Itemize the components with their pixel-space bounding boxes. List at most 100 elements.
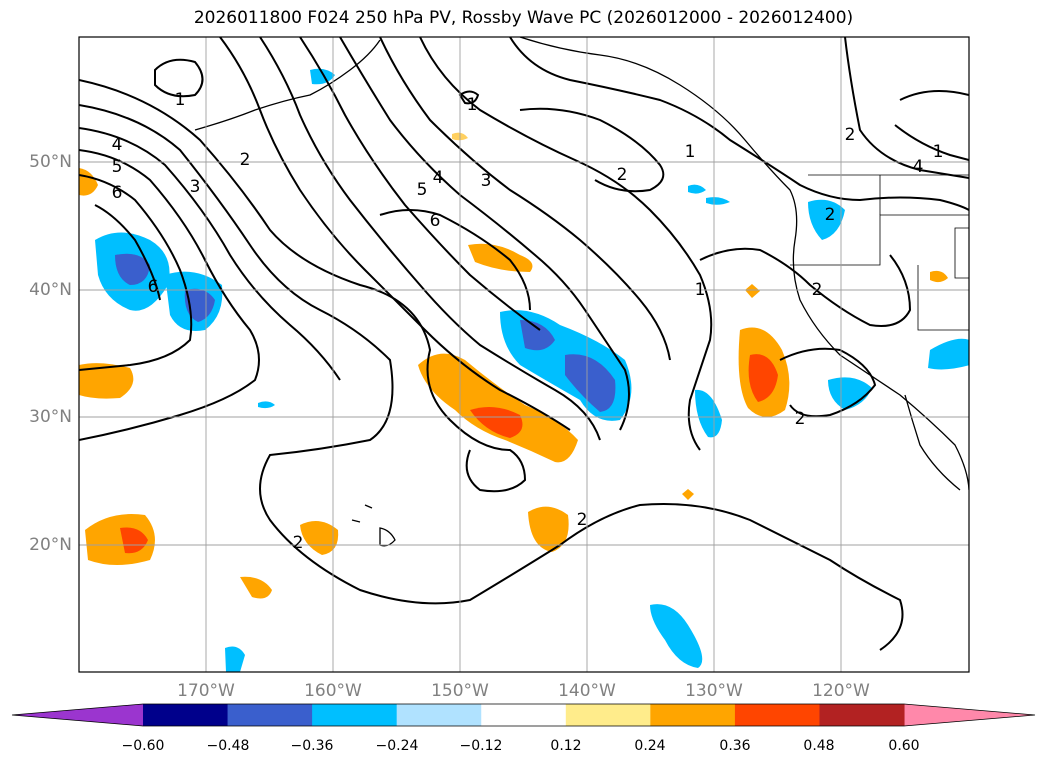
hawaii-island bbox=[351, 519, 361, 523]
colorbar-swatch bbox=[481, 704, 567, 726]
contour-label: 2 bbox=[617, 165, 628, 185]
colorbar-outline bbox=[11, 703, 1036, 727]
pv-contour-2-east bbox=[699, 247, 912, 327]
page-title: 2026011800 F024 250 hPa PV, Rossby Wave … bbox=[193, 8, 854, 28]
pv-contour-jet bbox=[339, 37, 630, 431]
neg-anomaly-core bbox=[184, 288, 215, 322]
pv-contour-1-closed bbox=[458, 90, 480, 105]
colorbar-swatch bbox=[396, 704, 482, 726]
neg-anomaly-region bbox=[258, 401, 275, 409]
contour-labels: 1 1 1 1 2 2 2 2 2 2 2 3 3 4 4 4 5 5 6 6 … bbox=[112, 90, 944, 553]
pv-contour-1-north bbox=[509, 37, 969, 211]
pv-contour-5 bbox=[79, 174, 193, 371]
colorbar-swatch bbox=[143, 704, 229, 726]
pv-contour-1-closed bbox=[154, 58, 204, 98]
pos-anomaly-region bbox=[468, 243, 533, 272]
lon-label-130w: 130°W bbox=[685, 681, 743, 701]
colorbar-tick-label: −0.36 bbox=[290, 738, 334, 754]
neg-anomaly-region bbox=[695, 389, 722, 438]
neg-anomaly-core bbox=[115, 253, 150, 285]
contour-label: 4 bbox=[433, 168, 444, 188]
state-border bbox=[954, 227, 969, 279]
colorbar-swatch bbox=[734, 704, 820, 726]
neg-anomaly-core bbox=[565, 354, 616, 412]
pv-contour-ne bbox=[894, 90, 969, 161]
contour-label: 1 bbox=[175, 90, 186, 110]
colorbar-extend-min bbox=[12, 704, 143, 726]
neg-anomaly-region bbox=[650, 604, 703, 668]
contour-label: 5 bbox=[417, 180, 428, 200]
contour-label: 2 bbox=[240, 150, 251, 170]
neg-anomaly-region bbox=[808, 199, 845, 240]
pos-anomaly-core bbox=[470, 406, 523, 438]
pv-contour-jet bbox=[219, 37, 571, 431]
pv-contour-ne bbox=[844, 37, 969, 179]
colorbar-tick-label: 0.36 bbox=[719, 738, 751, 754]
pos-anomaly-region bbox=[745, 284, 760, 298]
colorbar-swatch bbox=[227, 704, 313, 726]
graticule bbox=[79, 37, 969, 672]
political-borders bbox=[790, 174, 969, 331]
pos-anomaly-region bbox=[240, 576, 272, 599]
lat-label-30n: 30°N bbox=[29, 407, 72, 427]
pos-anomaly-region bbox=[930, 270, 948, 283]
contour-label: 2 bbox=[825, 205, 836, 225]
contour-label: 4 bbox=[112, 135, 123, 155]
pos-anomaly-region bbox=[300, 521, 339, 555]
baja-coast bbox=[904, 394, 961, 491]
colorbar-extend-max bbox=[904, 704, 1035, 726]
state-border bbox=[790, 214, 969, 266]
contour-label: 2 bbox=[812, 280, 823, 300]
contour-label: 5 bbox=[112, 157, 123, 177]
contour-label: 6 bbox=[148, 277, 159, 297]
pv-contour-4 bbox=[79, 149, 260, 441]
pv-contour-6-trough bbox=[379, 209, 531, 311]
neg-anomaly-region bbox=[310, 68, 335, 85]
contour-label: 2 bbox=[845, 125, 856, 145]
lat-label-40n: 40°N bbox=[29, 280, 72, 300]
pos-anomaly-region bbox=[528, 506, 569, 552]
contour-label: 1 bbox=[695, 280, 706, 300]
pos-anomaly-core bbox=[748, 354, 778, 402]
colorbar-tick-label: −0.24 bbox=[375, 738, 419, 754]
colorbar-tick-label: −0.48 bbox=[206, 738, 250, 754]
pv-contour-1 bbox=[79, 104, 904, 651]
neg-anomaly-region bbox=[688, 184, 706, 194]
colorbar-swatch bbox=[312, 704, 398, 726]
contour-label: 6 bbox=[112, 183, 123, 203]
contour-label: 6 bbox=[430, 211, 441, 231]
neg-anomaly-region bbox=[928, 338, 969, 370]
map-frame bbox=[78, 36, 970, 673]
pv-contour-jet bbox=[259, 37, 601, 441]
neg-anomaly-region bbox=[225, 646, 245, 672]
state-border bbox=[917, 265, 969, 331]
colorbar-tick-label: 0.60 bbox=[888, 738, 920, 754]
pv-shading bbox=[79, 68, 969, 672]
neg-anomaly-region bbox=[828, 377, 872, 410]
contour-label: 3 bbox=[481, 171, 492, 191]
colorbar bbox=[11, 703, 1036, 727]
colorbar-tick-label: 0.48 bbox=[803, 738, 835, 754]
pos-anomaly-region bbox=[85, 514, 155, 565]
pos-anomaly-core bbox=[120, 527, 148, 554]
colorbar-tick-label: 0.12 bbox=[550, 738, 582, 754]
lon-label-170w: 170°W bbox=[177, 681, 235, 701]
lon-label-120w: 120°W bbox=[812, 681, 870, 701]
neg-anomaly-core bbox=[520, 320, 555, 351]
colorbar-tick-label: −0.60 bbox=[121, 738, 165, 754]
colorbar-tick-label: −0.12 bbox=[459, 738, 503, 754]
lon-label-160w: 160°W bbox=[304, 681, 362, 701]
lon-label-150w: 150°W bbox=[431, 681, 489, 701]
pv-contour-2-low bbox=[779, 347, 877, 418]
pv-contour-2 bbox=[79, 79, 527, 493]
hawaii-island bbox=[364, 504, 373, 509]
colorbar-swatch bbox=[650, 704, 736, 726]
colorbar-tick-label: 0.24 bbox=[634, 738, 666, 754]
pv-contour-2-ridge bbox=[419, 37, 713, 451]
contour-label: 1 bbox=[467, 95, 478, 115]
pos-anomaly-region bbox=[79, 363, 134, 399]
colorbar-swatch bbox=[565, 704, 651, 726]
contour-label: 1 bbox=[933, 142, 944, 162]
pv-contour-jet bbox=[379, 37, 671, 361]
